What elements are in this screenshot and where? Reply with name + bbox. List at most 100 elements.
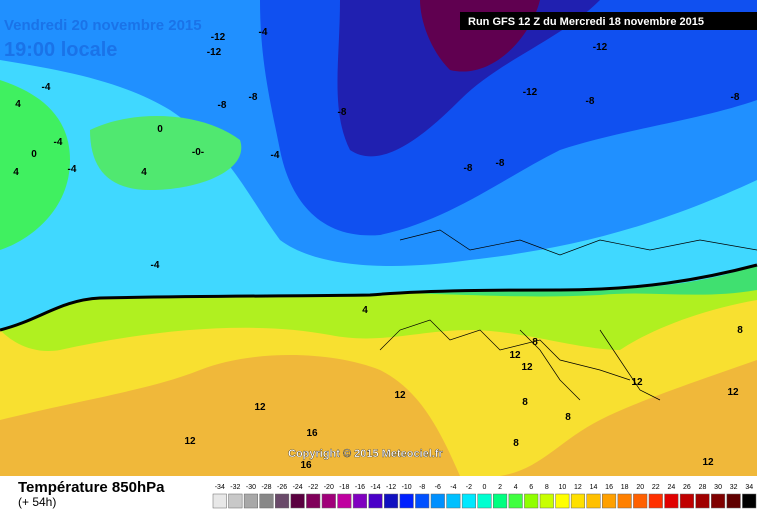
scale-swatch — [212, 493, 227, 509]
contour-label: -8 — [249, 92, 258, 103]
scale-label: -24 — [293, 484, 303, 491]
contour-label: -8 — [496, 158, 505, 169]
scale-label: -26 — [277, 484, 287, 491]
greenland-west — [0, 80, 70, 250]
scale-swatch — [508, 493, 523, 509]
scale-swatch — [275, 493, 290, 509]
scale-swatch — [337, 493, 352, 509]
legend-title: Température 850hPa — [18, 479, 165, 496]
contour-label: -4 — [151, 260, 160, 271]
contour-label: -4 — [259, 27, 268, 38]
run-info: Run GFS 12 Z du Mercredi 18 novembre 201… — [468, 16, 704, 28]
scale-label: 4 — [514, 484, 518, 491]
contour-label: 12 — [521, 362, 533, 373]
contour-label: 12 — [394, 390, 406, 401]
contour-label: -8 — [731, 92, 740, 103]
legend-subtitle: (+ 54h) — [18, 495, 56, 509]
scale-label: -18 — [339, 484, 349, 491]
scale-swatch — [711, 493, 726, 509]
contour-label: 12 — [184, 436, 196, 447]
scale-swatch — [477, 493, 492, 509]
scale-label: 34 — [745, 484, 753, 491]
contour-label: 0 — [31, 149, 37, 160]
contour-label: 4 — [362, 305, 368, 316]
scale-label: 26 — [683, 484, 691, 491]
scale-swatch — [726, 493, 741, 509]
scale-swatch — [259, 493, 274, 509]
scale-swatch — [399, 493, 414, 509]
scale-label: -10 — [402, 484, 412, 491]
scale-swatch — [679, 493, 694, 509]
scale-swatch — [430, 493, 445, 509]
contour-label: -12 — [523, 87, 538, 98]
scale-label: -22 — [308, 484, 318, 491]
iceland-area — [90, 116, 242, 190]
contour-label: 8 — [737, 325, 743, 336]
run-box — [460, 12, 757, 30]
zero-isotherm — [0, 263, 758, 332]
scale-swatch — [633, 493, 648, 509]
scale-swatch — [352, 493, 367, 509]
contour-label: 4 — [13, 167, 19, 178]
contour-label: -0- — [192, 147, 204, 158]
scale-label: 16 — [605, 484, 613, 491]
contour-label: 4 — [141, 167, 147, 178]
map — [0, 0, 758, 476]
scale-swatch — [617, 493, 632, 509]
scale-label: -2 — [466, 484, 472, 491]
contour-label: 12 — [631, 377, 643, 388]
contour-label: 12 — [509, 350, 521, 361]
scale-label: 28 — [699, 484, 707, 491]
scale-swatch — [695, 493, 710, 509]
scale-swatch — [461, 493, 476, 509]
scale-swatch — [243, 493, 258, 509]
scale-swatch — [648, 493, 663, 509]
scale-label: -32 — [230, 484, 240, 491]
scale-label: 2 — [498, 484, 502, 491]
scale-swatch — [306, 493, 321, 509]
scale-label: 12 — [574, 484, 582, 491]
contour-label: 4 — [15, 99, 21, 110]
scale-swatch — [384, 493, 399, 509]
time: 19:00 locale — [4, 39, 117, 61]
scale-swatch — [493, 493, 508, 509]
scale-swatch — [228, 493, 243, 509]
contour-label: 8 — [513, 438, 519, 449]
date: Vendredi 20 novembre 2015 — [4, 17, 202, 34]
contour-label: -8 — [218, 100, 227, 111]
contour-label: -12 — [593, 42, 608, 53]
contour-label: -12 — [211, 32, 226, 43]
contour-label: -8 — [464, 163, 473, 174]
scale-label: -12 — [386, 484, 396, 491]
contour-labels: -12 -4 -12 -8 -8 -12 -12 -8 -8 -8 -8 -8 -4 -4 -4 0 -0- 4 4… — [13, 27, 743, 471]
copyright: Copyright © 2015 Meteociel.fr — [288, 448, 444, 460]
scale-swatch — [368, 493, 383, 509]
contour-label: -4 — [42, 82, 51, 93]
color-scale: -34 -32 -30 -28 -26 -24 -22 -20 -18 -16 -14 -12 -10-… — [212, 484, 757, 509]
contour-label: -4 — [54, 137, 63, 148]
scale-label: 18 — [621, 484, 629, 491]
scale-label: 10 — [558, 484, 566, 491]
contour-label: 12 — [254, 402, 266, 413]
coastlines — [379, 229, 758, 401]
scale-swatch — [539, 493, 554, 509]
scale-label: -30 — [246, 484, 256, 491]
scale-label: -6 — [435, 484, 441, 491]
contour-label: -8 — [586, 96, 595, 107]
contour-label: 12 — [702, 457, 714, 468]
scale-swatch — [664, 493, 679, 509]
scale-label: -20 — [324, 484, 334, 491]
contour-label: 12 — [727, 387, 739, 398]
scale-label: -4 — [450, 484, 456, 491]
scale-label: 8 — [545, 484, 549, 491]
scale-label: 30 — [714, 484, 722, 491]
contour-label: -4 — [271, 150, 280, 161]
scale-swatch — [415, 493, 430, 509]
contour-label: 16 — [300, 460, 312, 471]
scale-swatch — [446, 493, 461, 509]
scale-label: 20 — [636, 484, 644, 491]
scale-swatch — [524, 493, 539, 509]
contour-label: -4 — [68, 164, 77, 175]
contour-label: 8 — [532, 337, 538, 348]
